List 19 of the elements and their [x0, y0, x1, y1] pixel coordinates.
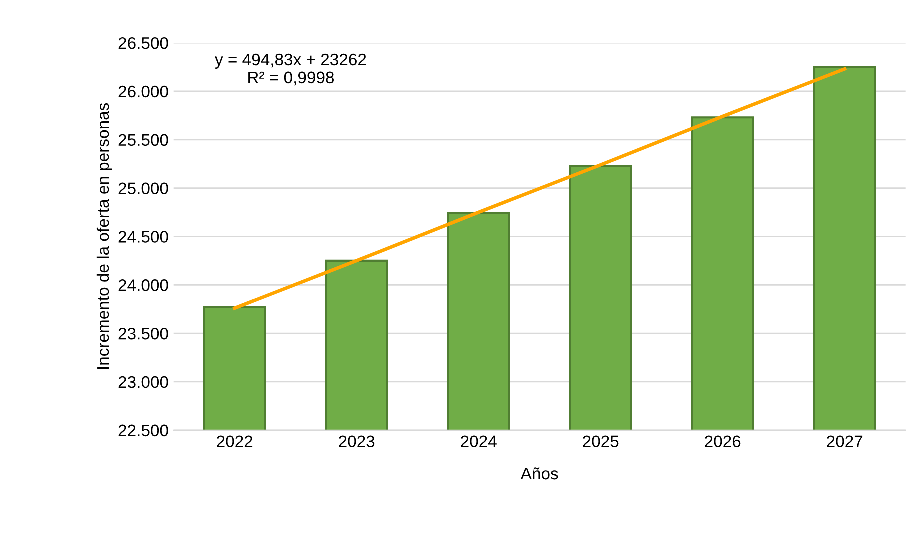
x-tick-label: 2022 [217, 436, 253, 448]
y-tick-label: 26.000 [118, 86, 168, 98]
x-tick-label: 2024 [461, 436, 497, 448]
y-axis-title: Incremento de la oferta en personas [96, 103, 112, 370]
y-tick-label: 24.500 [118, 231, 168, 243]
x-tick-label: 2023 [339, 436, 375, 448]
x-axis-title: Años [520, 468, 558, 480]
y-tick-label: 26.500 [118, 37, 168, 50]
y-tick-label: 22.500 [118, 424, 168, 437]
line-series [233, 67, 847, 310]
y-tick-label: 25.000 [118, 182, 168, 195]
x-tick-label: 2026 [705, 436, 741, 448]
y-tick-label: 23.000 [118, 376, 168, 388]
y-tick-label: 24.000 [118, 280, 168, 292]
x-tick-label: 2025 [583, 436, 619, 448]
y-tick-label: 23.500 [118, 328, 168, 340]
annotation: y = 494,83x + 23262 R² = 0,9998 [215, 54, 366, 86]
x-tick-label: 2027 [827, 436, 863, 448]
y-tick-label: 25.500 [118, 134, 168, 146]
